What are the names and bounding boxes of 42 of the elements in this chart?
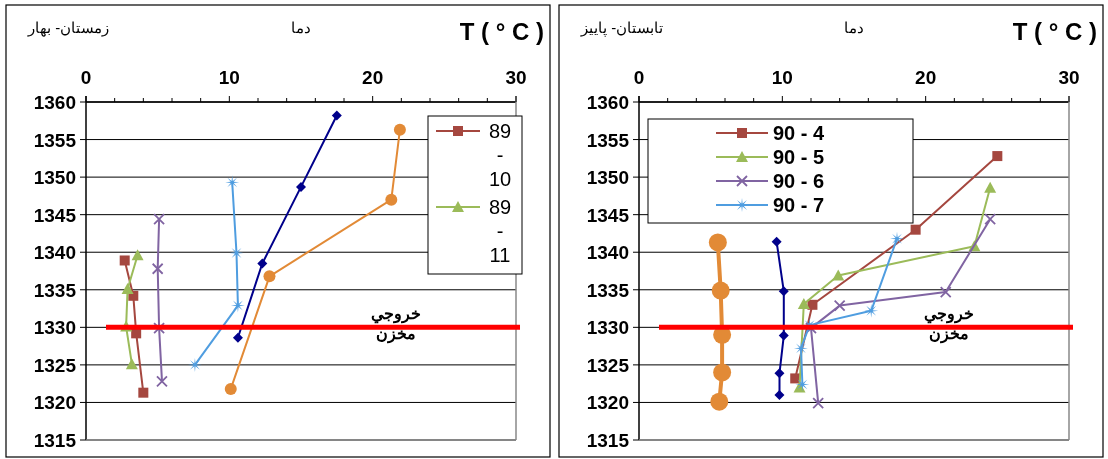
legend-label: 89 - 11 [488, 196, 512, 266]
x-axis-title: T ( ° C ) [459, 18, 544, 45]
legend-label: 90 - 7 [773, 194, 825, 216]
ref-line-label: خروجي مخزن [923, 305, 974, 345]
y-tick-label: 1355 [33, 129, 77, 151]
x-tick-label: 30 [505, 67, 527, 88]
y-tick-label: 1330 [586, 317, 629, 339]
y-tick-label: 1360 [33, 92, 76, 113]
y-tick-label: 1320 [586, 392, 629, 414]
x-tick-label: 0 [633, 67, 645, 88]
y-tick-label: 1345 [33, 204, 77, 226]
y-tick-label: 1355 [586, 129, 630, 151]
legend-label: 90 - 5 [773, 146, 825, 168]
y-tick-label: 1315 [33, 430, 77, 451]
x-tick-label: 10 [771, 67, 793, 88]
x-tick-label: 0 [80, 67, 92, 88]
legend-label: 90 - 4 [773, 122, 826, 144]
chart-title: زمستان- بهار [27, 19, 110, 37]
y-tick-label: 1320 [33, 392, 76, 414]
y-tick-label: 1325 [33, 354, 77, 376]
y-tick-label: 1325 [586, 354, 630, 376]
x-axis-title: T ( ° C ) [1012, 18, 1097, 45]
y-tick-label: 1315 [586, 430, 630, 451]
y-tick-label: 1335 [33, 279, 77, 301]
y-tick-label: 1335 [586, 279, 630, 301]
ref-line-label: خروجي مخزن [370, 305, 421, 345]
x-tick-label: 20 [362, 67, 384, 88]
chart-subtitle: دما [291, 19, 311, 36]
y-tick-label: 1350 [33, 167, 76, 189]
y-tick-label: 1350 [586, 167, 629, 189]
y-tick-label: 1340 [33, 242, 76, 264]
x-tick-label: 10 [218, 67, 240, 88]
chart-subtitle: دما [844, 19, 864, 36]
y-tick-label: 1345 [586, 204, 630, 226]
legend-label: 89 - 10 [488, 120, 512, 190]
legend-label: 90 - 6 [773, 170, 825, 192]
x-tick-label: 20 [915, 67, 937, 88]
y-tick-label: 1340 [586, 242, 629, 264]
x-tick-label: 30 [1058, 67, 1080, 88]
chart-title: تابستان- پاییز [580, 19, 664, 37]
y-tick-label: 1360 [586, 92, 629, 113]
y-tick-label: 1330 [33, 317, 76, 339]
